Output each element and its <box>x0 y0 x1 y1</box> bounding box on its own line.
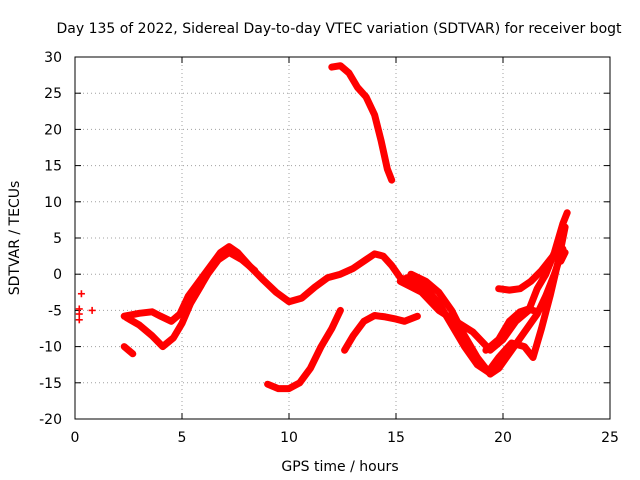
series-track-low-a <box>264 306 344 393</box>
y-tick-label: -20 <box>39 412 62 428</box>
grid <box>75 57 610 419</box>
x-tick-label: 25 <box>601 430 619 446</box>
x-tick-label: 10 <box>280 430 298 446</box>
series-track-early-b <box>120 343 137 358</box>
plus-marker <box>157 312 165 320</box>
y-tick-label: 10 <box>44 195 62 211</box>
series-track-high <box>328 62 396 184</box>
y-tick-labels: -20 -15 -10 -5 0 5 10 15 20 25 30 <box>39 50 62 428</box>
x-axis-title: GPS time / hours <box>281 459 398 475</box>
y-tick-label: -10 <box>39 340 62 356</box>
y-tick-label: 15 <box>44 159 62 175</box>
series-track-late-d <box>495 245 563 294</box>
series-track-late-a <box>407 245 567 378</box>
series-track-late-e <box>482 299 550 354</box>
data-series <box>120 62 571 393</box>
y-tick-label: 25 <box>44 86 62 102</box>
y-tick-label: 5 <box>53 231 62 247</box>
y-tick-label: -15 <box>39 376 62 392</box>
isolated-points <box>75 290 165 324</box>
x-tick-label: 5 <box>178 430 187 446</box>
series-track-low-b <box>341 312 421 354</box>
y-axis-title: SDTVAR / TECUs <box>7 181 23 296</box>
plus-marker <box>75 316 83 324</box>
series-track-right-edge <box>557 249 569 265</box>
y-tick-label: 30 <box>44 50 62 66</box>
series-track-main-a <box>120 243 417 325</box>
plus-marker <box>88 306 96 314</box>
plot-frame <box>74 56 611 420</box>
chart-title: Day 135 of 2022, Sidereal Day-to-day VTE… <box>56 21 622 37</box>
x-tick-label: 15 <box>387 430 405 446</box>
x-tick-label: 0 <box>71 430 80 446</box>
y-tick-label: 0 <box>53 267 62 283</box>
x-tick-labels: 0 5 10 15 20 25 <box>71 430 619 446</box>
y-tick-label: -5 <box>48 303 62 319</box>
series-track-early-a <box>122 281 205 351</box>
x-tick-label: 20 <box>494 430 512 446</box>
y-tick-label: 20 <box>44 122 62 138</box>
plus-marker <box>77 290 85 298</box>
